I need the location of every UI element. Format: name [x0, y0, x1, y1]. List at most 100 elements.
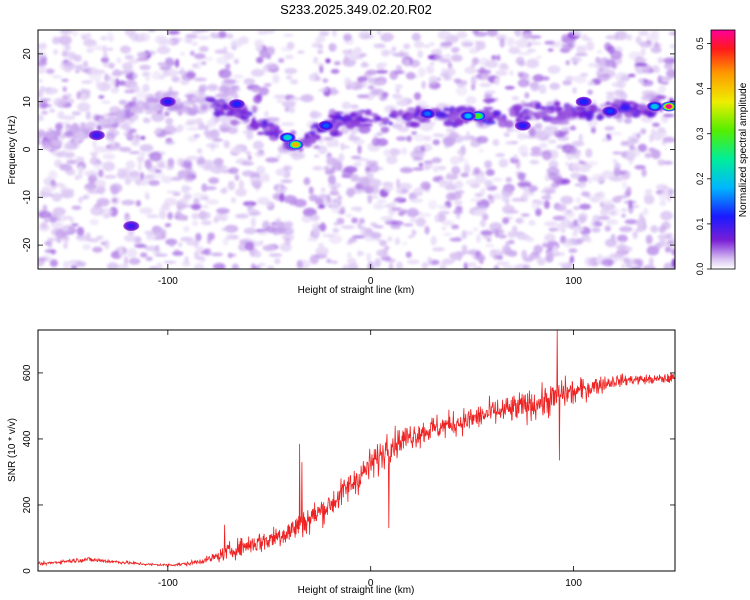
heatmap-cell [210, 115, 216, 120]
heatmap-cell [177, 169, 191, 179]
heatmap-cell [571, 140, 585, 147]
heatmap-cell [498, 234, 507, 239]
heatmap-cell [609, 210, 617, 216]
heatmap-cell [205, 142, 220, 149]
heatmap-cell [440, 41, 453, 47]
heatmap-cell [149, 151, 162, 162]
heatmap-cell [262, 173, 270, 180]
heatmap-cell [391, 200, 399, 204]
heatmap-cell [442, 232, 453, 236]
heatmap-cell [446, 172, 451, 176]
heatmap-cell [661, 81, 669, 85]
heatmap-cell [140, 135, 146, 140]
heatmap-cell [197, 35, 210, 40]
heatmap-cell [361, 80, 368, 88]
heatmap-cell [575, 238, 584, 245]
heatmap-cell [320, 187, 326, 193]
y-tick-label: 400 [22, 430, 33, 447]
heatmap-cell [489, 222, 503, 231]
heatmap-cell [249, 211, 262, 215]
heatmap-cell [448, 131, 459, 139]
heatmap-cell [568, 248, 578, 254]
heatmap-cell [202, 186, 217, 191]
heatmap-cell [563, 211, 576, 219]
heatmap-cell [470, 63, 476, 68]
heatmap-cell [434, 214, 440, 223]
heatmap-cell [505, 141, 513, 145]
heatmap-cell [185, 241, 200, 246]
heatmap-cell [191, 30, 203, 34]
heatmap-cell [39, 192, 49, 198]
heatmap-cell [263, 83, 272, 87]
heatmap-cell [453, 200, 463, 206]
heatmap-cell [479, 82, 492, 88]
heatmap-cell [108, 35, 114, 42]
heatmap-cell [547, 139, 557, 144]
heatmap-cell [180, 236, 194, 242]
heatmap-cell [381, 32, 395, 42]
heatmap-cell [644, 93, 657, 99]
heatmap-hotspot [123, 221, 140, 231]
heatmap-cell [540, 189, 553, 194]
heatmap-cell [212, 138, 224, 142]
heatmap-cell [652, 122, 660, 128]
heatmap-cell [596, 74, 610, 82]
heatmap-cell [159, 210, 167, 220]
heatmap-cell [638, 30, 649, 36]
heatmap-cell [300, 94, 314, 103]
heatmap-cell [666, 69, 675, 78]
heatmap-cell [38, 79, 43, 83]
heatmap-cell [573, 75, 587, 84]
heatmap-cell [308, 194, 319, 202]
heatmap-cell [187, 108, 199, 115]
heatmap-hotspot [318, 120, 335, 131]
heatmap-cell [415, 100, 428, 105]
heatmap-cell [66, 159, 78, 165]
heatmap-cell [164, 60, 176, 67]
heatmap-cell [604, 59, 616, 65]
heatmap-cell [391, 207, 403, 212]
heatmap-cell [572, 226, 584, 233]
heatmap-cell [356, 94, 370, 99]
heatmap-cell [136, 57, 150, 62]
heatmap-cell [226, 33, 234, 39]
heatmap-cell [186, 155, 199, 161]
heatmap-cell [411, 32, 421, 42]
heatmap-cell [445, 128, 456, 132]
heatmap-cell [264, 110, 269, 118]
heatmap-cell [241, 111, 250, 115]
heatmap-cell [473, 167, 481, 175]
heatmap-cell [671, 258, 675, 269]
heatmap-cell [148, 179, 160, 186]
heatmap-cell [136, 106, 148, 110]
heatmap-cell [80, 33, 91, 37]
heatmap-cell [64, 151, 76, 158]
heatmap-cell [241, 161, 254, 166]
heatmap-cell [80, 93, 87, 102]
heatmap-cell [441, 258, 455, 265]
heatmap-cell [560, 218, 571, 229]
heatmap-cell [256, 56, 264, 64]
heatmap-cell [313, 145, 321, 150]
heatmap-cell [124, 111, 132, 119]
heatmap-cell [362, 123, 373, 127]
heatmap-cell [367, 194, 373, 204]
heatmap-cell [579, 183, 585, 190]
colorbar-tick-label: 0.5 [695, 37, 705, 50]
heatmap-cell [365, 166, 371, 173]
heatmap-cell [102, 161, 115, 172]
heatmap-cell [167, 30, 180, 35]
heatmap-cell [421, 81, 426, 89]
heatmap-cell [199, 257, 206, 263]
heatmap-cell [432, 165, 439, 173]
heatmap-cell [123, 234, 137, 242]
heatmap-cell [428, 42, 435, 47]
heatmap-cell [50, 227, 65, 237]
heatmap-cell [374, 115, 382, 121]
heatmap-cell [312, 226, 321, 236]
heatmap-cell [503, 132, 510, 137]
heatmap-cell [487, 194, 492, 200]
heatmap-cell [105, 124, 111, 128]
heatmap-cell [618, 246, 633, 253]
heatmap-cell [663, 57, 675, 64]
